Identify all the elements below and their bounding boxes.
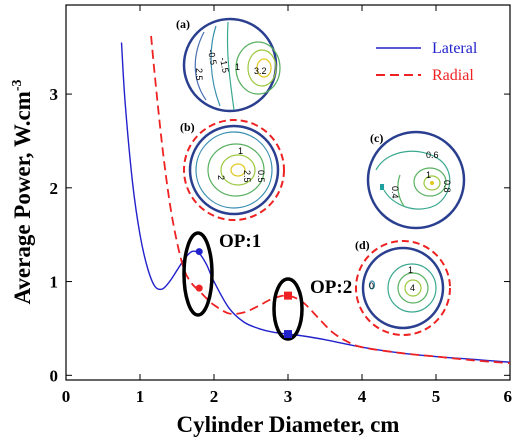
y-tick-label: 2 xyxy=(50,179,59,198)
inset-c-label-3: 1 xyxy=(426,170,431,180)
inset-d: (d) 1 4 0 xyxy=(355,238,451,336)
inset-b: (b) 1 2 2.5 0.5 xyxy=(180,119,285,221)
inset-d-label-1: 1 xyxy=(408,265,413,275)
inset-d-label-2: 4 xyxy=(410,283,415,293)
series-line-radial xyxy=(150,35,511,365)
op1-ellipse xyxy=(182,231,214,317)
y-axis: 0 1 2 3 xyxy=(50,85,510,385)
x-tick-label: 4 xyxy=(358,387,367,406)
marker-point-0 xyxy=(195,248,203,256)
inset-a-letter: (a) xyxy=(176,17,190,31)
x-tick-label: 1 xyxy=(136,387,145,406)
inset-c-label-2: 0.4 xyxy=(390,186,400,199)
y-axis-title: Average Power, W.cm-3 xyxy=(10,79,35,304)
marker-point-2 xyxy=(284,291,292,300)
inset-c-label-4: 0.8 xyxy=(442,180,452,193)
marker-point-1 xyxy=(195,284,203,292)
inset-d-label-3: 0 xyxy=(369,281,374,291)
x-tick-label: 2 xyxy=(210,387,219,406)
inset-b-label-2: 2 xyxy=(216,175,226,180)
y-axis-title-superscript: -3 xyxy=(10,79,25,91)
inset-b-letter: (b) xyxy=(180,120,195,134)
x-tick-label: 6 xyxy=(504,387,513,406)
annotation-op2: OP:2 xyxy=(310,277,352,298)
series-layer xyxy=(120,35,511,365)
op2-ellipse xyxy=(272,277,304,341)
y-tick-label: 0 xyxy=(50,366,59,385)
x-tick-label: 5 xyxy=(432,387,441,406)
inset-c: (c) 0.6 0.4 1 0.8 xyxy=(366,130,466,230)
inset-a-label-1: -0.5 xyxy=(206,49,219,66)
inset-d-letter: (d) xyxy=(355,238,370,252)
inset-a-label-3: 2.5 xyxy=(194,68,204,81)
x-tick-label: 0 xyxy=(62,387,71,406)
inset-b-label-1: 1 xyxy=(238,146,243,156)
legend-label-radial: Radial xyxy=(432,67,474,84)
inset-b-label-4: 0.5 xyxy=(256,170,266,183)
y-axis-title-main: Average Power, W.cm xyxy=(10,91,35,304)
inset-a-label-2: -1.5 xyxy=(218,57,231,74)
inset-c-letter: (c) xyxy=(370,131,383,145)
y-tick-label: 1 xyxy=(50,273,59,292)
x-axis: 0 1 2 3 4 5 6 xyxy=(62,5,512,406)
inset-a-label-4: 1 xyxy=(235,62,240,72)
legend-label-lateral: Lateral xyxy=(432,40,478,57)
y-tick-label: 3 xyxy=(50,85,59,104)
legend: Lateral Radial xyxy=(376,40,478,84)
x-tick-label: 3 xyxy=(284,387,293,406)
marker-point-3 xyxy=(284,330,292,339)
marker-layer xyxy=(195,248,292,339)
inset-a: (a) -0.5 -1.5 2.5 1 3.2 xyxy=(176,17,281,113)
annotation-op1: OP:1 xyxy=(219,231,261,252)
inset-a-label-5: 3.2 xyxy=(254,66,267,76)
inset-b-label-3: 2.5 xyxy=(242,170,252,183)
inset-c-label-1: 0.6 xyxy=(426,150,439,160)
x-axis-title: Cylinder Diameter, cm xyxy=(177,412,400,437)
